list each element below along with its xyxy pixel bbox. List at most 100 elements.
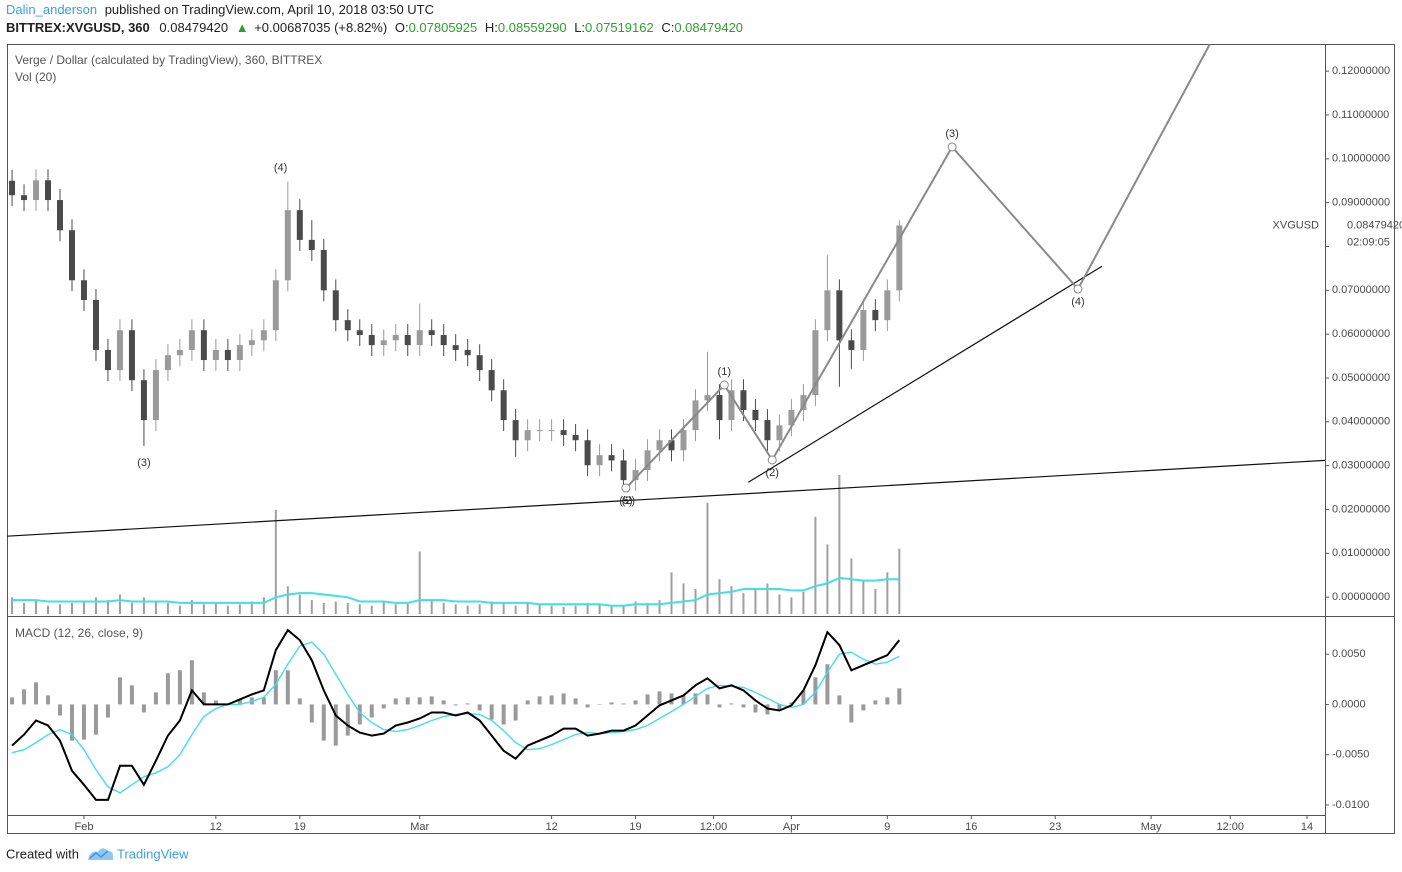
y-tick-label: 0.06000000 [1332,328,1390,340]
x-tick-label: 12 [545,821,557,833]
macd-histogram-bar [585,704,590,708]
x-tick-label: Mar [410,821,429,833]
candle-body [740,390,747,410]
volume-bar [778,594,781,614]
y-tick-label: 0.09000000 [1332,197,1390,209]
candle-body [104,349,111,371]
candle-body [440,335,447,346]
macd-histogram-bar [333,704,338,746]
macd-histogram-bar [741,704,746,708]
volume-bar [706,502,709,614]
candle-body [620,460,627,481]
candle-body [848,340,855,350]
macd-histogram-bar [633,700,638,705]
volume-bar [862,580,865,614]
x-tick-label: Apr [783,821,800,833]
last-price-label: 0.08479420 [1347,219,1402,231]
macd-histogram-bar [597,704,602,705]
macd-histogram-bar [813,677,818,705]
candle-body [116,330,123,371]
volume-bar [586,602,589,614]
macd-histogram-bar [405,697,410,705]
volume-bar [118,594,121,614]
volume-bar [82,601,85,614]
wave-point [719,380,729,390]
volume-bar [622,605,625,614]
y-tick-label: 0.0000 [1332,698,1366,710]
ohlc-value: 0.08479420 [674,20,743,35]
macd-histogram-bar [429,696,434,705]
macd-histogram-bar [525,700,530,705]
candle-body [824,290,831,331]
macd-histogram-bar [849,704,854,723]
candle-body [176,349,183,356]
x-tick-label: 14 [1301,821,1313,833]
symbol-tag: XVGUSD [1273,219,1320,231]
x-tick-label: 9 [884,821,890,833]
volume-bar [886,572,889,614]
y-tick-label: 0.07000000 [1332,284,1390,296]
author[interactable]: Dalin_anderson [6,2,97,17]
wave-point [1073,284,1083,294]
volume-bar [262,597,265,614]
candle-body [68,230,75,281]
symbol: BITTREX:XVGUSD, 360 [6,20,150,35]
volume-bar [346,602,349,614]
footer-brand[interactable]: TradingView [117,846,189,861]
y-tick-label: 0.01000000 [1332,547,1390,559]
price-pane: (4)(3)(5)(2)(1)(2)(3)(4) [7,44,1325,614]
macd-histogram-bar [621,703,626,705]
candle-body [572,434,579,441]
header-line: Dalin_anderson published on TradingView.… [6,2,434,17]
candle-body [248,340,255,346]
volume-bar [442,602,445,614]
countdown-box [1331,235,1393,250]
macd-histogram-bar [501,704,506,725]
ohlc-label: L: [574,20,585,35]
volume-bar [634,601,637,614]
volume-bar [418,551,421,614]
symbol-line: BITTREX:XVGUSD, 360 0.08479420 ▲ +0.0068… [6,20,743,35]
volume-bar [514,605,517,614]
ohlc-value: 0.07805925 [409,20,478,35]
volume-bar [610,605,613,614]
macd-histogram-bar [261,697,266,705]
macd-histogram-bar [369,704,374,718]
volume-bar [898,548,901,614]
macd-histogram-bar [117,677,122,705]
macd-histogram-bar [693,693,698,705]
volume-bar [130,602,133,614]
ohlc-label: O: [395,20,409,35]
candle-body [368,335,375,346]
macd-histogram-bar [105,704,110,718]
candle-body [344,320,351,331]
tradingview-logo[interactable] [88,848,114,860]
macd-title: MACD (12, 26, close, 9) [15,626,143,640]
volume-bar [106,600,109,614]
volume-bar [214,602,217,614]
volume-bar [250,601,253,614]
volume-bar [802,591,805,614]
macd-histogram-bar [285,670,290,705]
volume-bar [154,601,157,614]
y-tick-label: 0.02000000 [1332,503,1390,515]
macd-line [11,628,901,801]
candle-body [308,239,315,251]
volume-bar [646,602,649,614]
volume-bar [538,604,541,614]
volume-bar [838,475,841,614]
candle-body [548,430,555,432]
candle-body [152,370,159,421]
arrow: ▲ [236,20,249,35]
candle-body [884,290,891,321]
volume-bar [826,544,829,614]
volume-bar [742,593,745,614]
wave-label: (4) [1071,296,1084,308]
volume-bar [478,604,481,614]
macd-histogram-bar [753,704,758,713]
candle-body [896,225,903,291]
macd-histogram-bar [189,660,194,705]
candle-body [92,299,99,350]
volume-bar [94,597,97,614]
volume-bar [766,583,769,614]
